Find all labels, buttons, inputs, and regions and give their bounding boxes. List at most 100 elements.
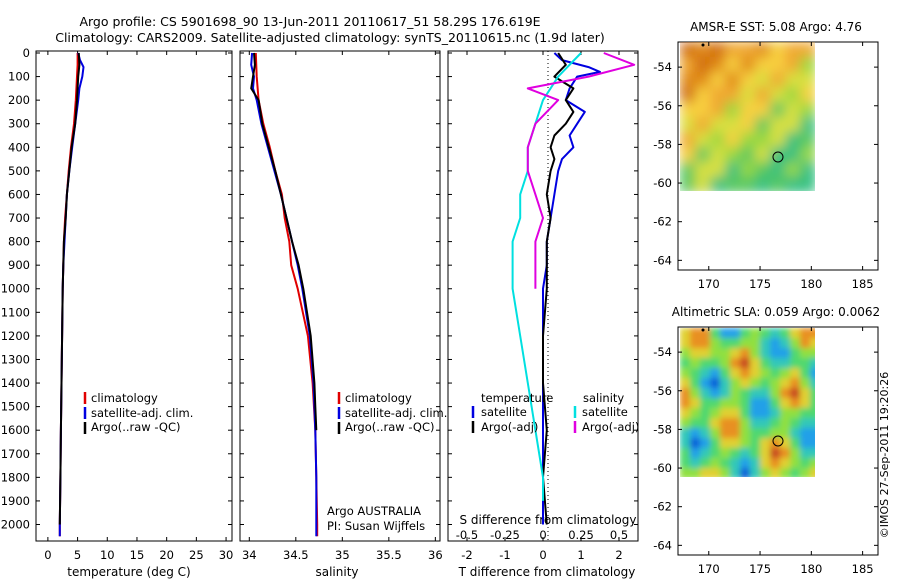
map-x-tick-label: 175 (749, 277, 771, 291)
depth-tick-label: 200 (8, 93, 30, 107)
sla-cell (700, 398, 711, 409)
sla-cell (750, 358, 761, 369)
sst-cell (710, 117, 726, 133)
imos-timestamp: ©IMOS 27-Sep-2011 19:20:26 (878, 372, 891, 538)
sst-cell (800, 177, 815, 191)
sla-cell (790, 408, 801, 419)
sla-cell (680, 328, 691, 339)
sla-cell (750, 458, 761, 469)
sla-cell (770, 408, 781, 419)
sla-cell (720, 458, 731, 469)
sla-cell (710, 358, 721, 369)
sla-cell (760, 328, 771, 339)
sla-cell (730, 328, 741, 339)
sla-cell (680, 358, 691, 369)
legend-label-temp-satellite: satellite (481, 405, 527, 419)
sst-cell (740, 147, 756, 163)
depth-tick-label: 1800 (1, 470, 30, 484)
sla-cell (720, 418, 731, 429)
sla-cell (700, 438, 711, 449)
sla-cell (730, 398, 741, 409)
sla-cell (710, 458, 721, 469)
sla-cell (810, 398, 815, 409)
sla-cell (690, 358, 701, 369)
sla-cell (810, 328, 815, 339)
depth-tick-label: 900 (8, 258, 30, 272)
series-line-1-1 (250, 52, 318, 537)
sla-cell (720, 388, 731, 399)
sst-cell (785, 162, 801, 178)
sst-cell (785, 87, 801, 103)
s-diff-tick-label: -0.25 (490, 528, 520, 542)
x-tick-label: 2 (615, 548, 622, 562)
sla-cell (730, 378, 741, 389)
map-x-tick-label: 170 (698, 562, 720, 576)
x-tick-label: 34 (242, 548, 257, 562)
x-tick-label: 1 (577, 548, 584, 562)
sla-cell (690, 378, 701, 389)
sla-cell (690, 368, 701, 379)
depth-tick-label: 400 (8, 140, 30, 154)
sla-cell (750, 448, 761, 459)
sst-cell (680, 177, 696, 191)
sst-cell (755, 87, 771, 103)
legend-label-climatology: climatology (91, 391, 158, 405)
sla-cell (740, 338, 751, 349)
sla-cell (710, 378, 721, 389)
difference-legend: temperature salinity satellite Argo(-adj… (471, 391, 639, 434)
series-line-1-0 (254, 52, 319, 537)
sla-cell (770, 368, 781, 379)
sst-cell (785, 132, 801, 148)
map-x-tick-label: 185 (852, 277, 874, 291)
depth-tick-label: 1200 (1, 329, 30, 343)
sst-cell (785, 147, 801, 163)
temperature-axes-frame (35, 50, 233, 542)
sst-cell (770, 102, 786, 118)
sla-cell (760, 448, 771, 459)
sla-cell (760, 338, 771, 349)
sst-cell (770, 117, 786, 133)
sst-cell (755, 117, 771, 133)
sst-cell (785, 177, 801, 191)
sla-cell (810, 378, 815, 389)
sst-cell (740, 177, 756, 191)
sst-cell (725, 42, 741, 58)
sla-cell (770, 398, 781, 409)
sla-cell (810, 438, 815, 449)
sla-cell (730, 458, 741, 469)
depth-tick-label: 1700 (1, 447, 30, 461)
depth-tick-label: 700 (8, 211, 30, 225)
series-line-2-0 (542, 52, 601, 525)
sla-map-image (680, 328, 815, 477)
figure-title-line2: Climatology: CARS2009. Satellite-adjuste… (55, 30, 605, 45)
legend-label-sal-argo: Argo(-adj) (582, 420, 639, 434)
sla-cell (740, 458, 751, 469)
legend-label-sal-satellite: satellite (582, 405, 628, 419)
sst-cell (800, 132, 815, 148)
salinity-legend: climatology satellite-adj. clim. Argo(..… (337, 391, 447, 434)
depth-tick-label: 800 (8, 235, 30, 249)
sst-cell (755, 42, 771, 58)
temperature-legend: climatology satellite-adj. clim. Argo(..… (83, 391, 193, 434)
sst-cell (710, 162, 726, 178)
sla-cell (740, 428, 751, 439)
sla-cell (790, 358, 801, 369)
sla-cell (690, 328, 701, 339)
sst-corner-dot (701, 43, 705, 47)
sla-cell (760, 388, 771, 399)
map-y-tick-label: -54 (653, 345, 672, 359)
x-tick-label: -1 (499, 548, 510, 562)
sla-cell (720, 428, 731, 439)
sst-cell (740, 42, 756, 58)
series-line-0-2 (58, 52, 81, 525)
sla-cell (760, 378, 771, 389)
sst-cell (710, 42, 726, 58)
depth-axis: 0 100 200 300 400 500 600 700 800 900 1000 1100 1200… (1, 46, 30, 531)
map-x-tick-label: 185 (852, 562, 874, 576)
depth-tick-label: 1900 (1, 494, 30, 508)
sla-cell (680, 428, 691, 439)
sst-cell (770, 57, 786, 73)
profile-series (58, 52, 636, 537)
sst-cell (725, 162, 741, 178)
legend-label-satellite: satellite-adj. clim. (345, 406, 447, 420)
